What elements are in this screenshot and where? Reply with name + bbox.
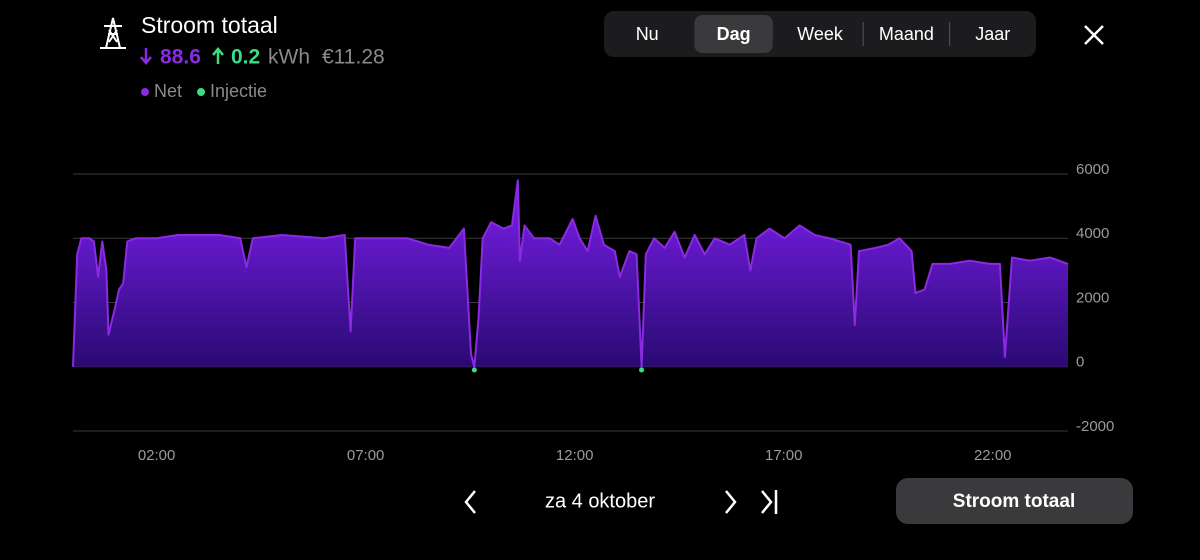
injection-point (639, 367, 645, 373)
close-button[interactable] (1084, 25, 1104, 45)
tabs: Nu Dag Week Maand Jaar (636, 15, 1010, 53)
tab[interactable]: Maand (879, 24, 934, 44)
legend-label: Net (154, 81, 182, 101)
last-button[interactable] (761, 490, 778, 514)
tab-selected (694, 15, 773, 53)
x-tick-label: 22:00 (974, 447, 1012, 464)
y-tick-label: 2000 (1076, 289, 1109, 306)
export-arrow (212, 47, 224, 64)
legend-label: Injectie (210, 81, 267, 101)
title: Stroom totaal (141, 12, 278, 38)
tab[interactable]: Dag (717, 24, 751, 44)
import-arrow (140, 48, 152, 65)
y-tick-label: 0 (1076, 354, 1084, 371)
y-tick-label: -2000 (1076, 418, 1114, 435)
tab[interactable]: Jaar (975, 24, 1010, 44)
date: za 4 oktober (545, 490, 655, 512)
x-tick-label: 02:00 (138, 447, 176, 464)
injection-point (471, 367, 477, 373)
x-tick-label: 12:00 (556, 447, 594, 464)
tab[interactable]: Week (797, 24, 844, 44)
import-value: 88.6 (160, 46, 201, 69)
source-button[interactable] (896, 478, 1133, 524)
export-value: 0.2 (231, 46, 260, 69)
cost: €11.28 (322, 46, 385, 69)
pylon-icon (100, 17, 126, 49)
x-tick-label: 07:00 (347, 447, 385, 464)
area-fill (73, 180, 1068, 367)
y-tick-label: 4000 (1076, 225, 1109, 242)
legend-dot (197, 88, 206, 96)
tab[interactable]: Nu (636, 24, 659, 44)
y-tick-label: 6000 (1076, 161, 1109, 178)
unit: kWh (268, 46, 310, 69)
prev-button[interactable] (464, 490, 476, 514)
area-line (72, 179, 1069, 368)
next-button[interactable] (725, 490, 737, 514)
source-button-label: Stroom totaal (953, 491, 1075, 512)
legend-dot (141, 88, 149, 96)
x-tick-label: 17:00 (765, 447, 803, 464)
